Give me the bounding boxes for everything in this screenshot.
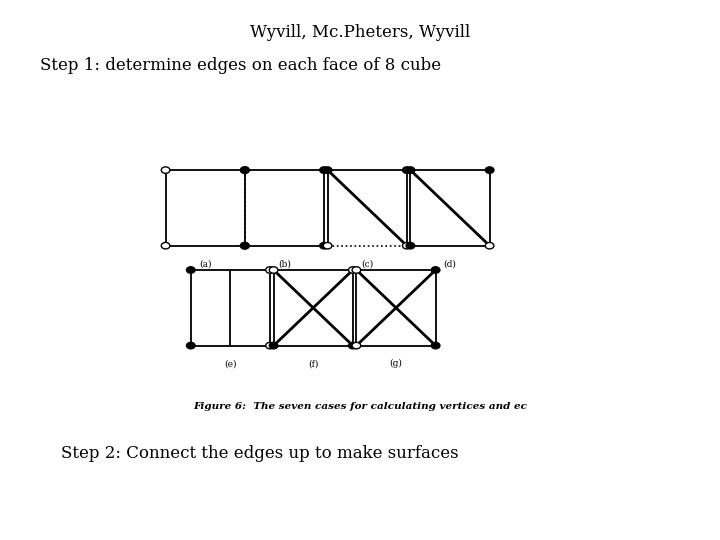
Circle shape [186,342,195,349]
Circle shape [240,167,249,173]
Circle shape [161,167,170,173]
Circle shape [485,242,494,249]
Circle shape [406,242,415,249]
Circle shape [431,342,440,349]
Text: Wyvill, Mc.Pheters, Wyvill: Wyvill, Mc.Pheters, Wyvill [250,24,470,41]
Circle shape [352,342,361,349]
Circle shape [323,242,332,249]
Text: Step 1: determine edges on each face of 8 cube: Step 1: determine edges on each face of … [40,57,441,73]
Text: (g): (g) [390,359,402,368]
Circle shape [240,167,249,173]
Text: (a): (a) [199,259,212,268]
Circle shape [406,167,415,173]
Circle shape [186,267,195,273]
Circle shape [348,342,357,349]
Circle shape [161,242,170,249]
Circle shape [266,267,274,273]
Circle shape [266,342,274,349]
Text: (e): (e) [224,359,237,368]
Circle shape [240,242,249,249]
Circle shape [320,167,328,173]
Circle shape [269,267,278,273]
Circle shape [431,267,440,273]
Circle shape [320,242,328,249]
Circle shape [348,267,357,273]
Text: (c): (c) [361,259,374,268]
Text: (b): (b) [278,259,291,268]
Circle shape [269,342,278,349]
Circle shape [323,167,332,173]
Circle shape [402,167,411,173]
Text: Figure 6:  The seven cases for calculating vertices and ec: Figure 6: The seven cases for calculatin… [193,402,527,411]
Text: (d): (d) [444,259,456,268]
Text: Step 2: Connect the edges up to make surfaces: Step 2: Connect the edges up to make sur… [61,446,459,462]
Circle shape [485,167,494,173]
Text: (f): (f) [308,359,318,368]
Circle shape [352,267,361,273]
Circle shape [402,242,411,249]
Circle shape [240,242,249,249]
